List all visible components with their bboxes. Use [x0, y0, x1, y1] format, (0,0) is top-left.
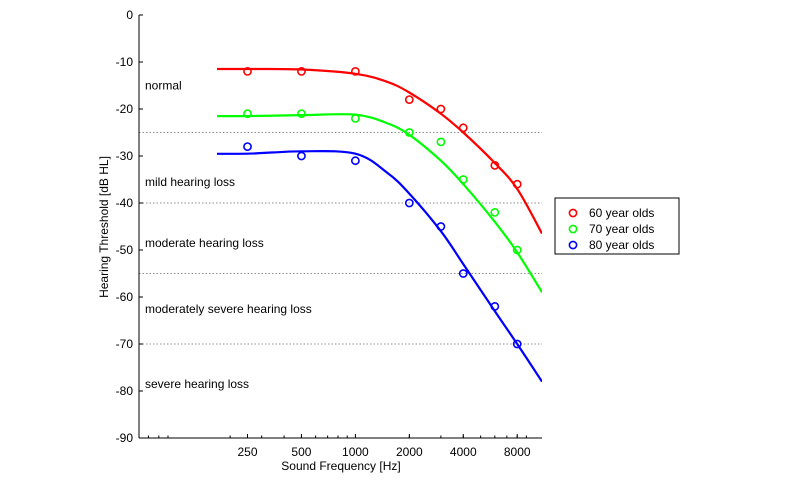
data-point: [436, 222, 446, 231]
fitted-curve-3: [217, 150, 542, 383]
x-axis-label: Sound Frequency [Hz]: [281, 459, 400, 473]
x-tick-label: 1000: [342, 445, 369, 459]
legend-entry: 80 year olds: [589, 238, 654, 252]
data-point: [512, 339, 522, 349]
data-point: [243, 142, 252, 151]
data-point: [512, 179, 522, 189]
legend-entry: 70 year olds: [589, 222, 654, 236]
axes: [138, 15, 542, 439]
region-label: moderately severe hearing loss: [145, 302, 312, 316]
y-tick-label: -60: [116, 290, 134, 304]
y-axis-label: Hearing Threshold [dB HL]: [97, 156, 111, 298]
fitted-curve-2: [217, 113, 542, 293]
legend-entry: 60 year olds: [589, 206, 654, 220]
data-point: [297, 67, 306, 76]
legend-marker: [568, 208, 578, 218]
y-tick-label: -20: [116, 102, 134, 116]
y-ticks: 0 -10 -20 -30 -40 -50 -60 -70 -80 -90: [116, 8, 143, 445]
data-point: [350, 156, 360, 166]
data-point: [404, 128, 414, 137]
y-tick-label: -90: [116, 431, 134, 445]
x-tick-label: 500: [291, 445, 311, 459]
region-label: severe hearing loss: [145, 377, 249, 391]
region-labels: normal mild hearing loss moderate hearing …: [145, 79, 312, 391]
data-points: [243, 67, 522, 349]
y-tick-label: -10: [116, 55, 134, 69]
data-point: [404, 198, 414, 208]
y-tick-label: 0: [126, 8, 133, 22]
reference-lines: [139, 132, 542, 345]
legend: 60 year olds 70 year olds 80 year olds: [554, 197, 680, 255]
data-point: [458, 269, 468, 278]
data-point: [490, 160, 500, 170]
region-label: moderate hearing loss: [145, 236, 264, 250]
x-ticks: 250 500 1000 2000 4000 8000: [147, 434, 531, 459]
fitted-curve-1: [217, 67, 542, 235]
x-tick-label: 8000: [504, 445, 531, 459]
legend-marker: [568, 240, 578, 250]
data-point: [436, 104, 446, 114]
data-point: [458, 175, 468, 184]
data-point: [297, 151, 306, 161]
x-tick-label: 4000: [450, 445, 477, 459]
y-tick-label: -80: [116, 384, 134, 398]
data-point: [350, 114, 360, 123]
data-point: [243, 109, 252, 119]
y-tick-label: -30: [116, 149, 134, 163]
data-point: [243, 67, 252, 76]
x-tick-label: 250: [237, 445, 257, 459]
data-point: [297, 109, 306, 119]
fitted-curves: [217, 67, 542, 383]
data-point: [350, 67, 360, 76]
region-label: mild hearing loss: [145, 175, 235, 189]
legend-marker: [568, 224, 578, 234]
data-point: [436, 137, 446, 147]
y-tick-label: -50: [116, 243, 134, 257]
data-point: [512, 245, 522, 255]
region-label: normal: [145, 79, 182, 93]
data-point: [490, 301, 500, 311]
x-tick-label: 2000: [396, 445, 423, 459]
data-point: [490, 207, 500, 217]
y-tick-label: -40: [116, 196, 134, 210]
y-tick-label: -70: [116, 337, 134, 351]
data-point: [404, 95, 414, 104]
data-point: [458, 123, 468, 133]
